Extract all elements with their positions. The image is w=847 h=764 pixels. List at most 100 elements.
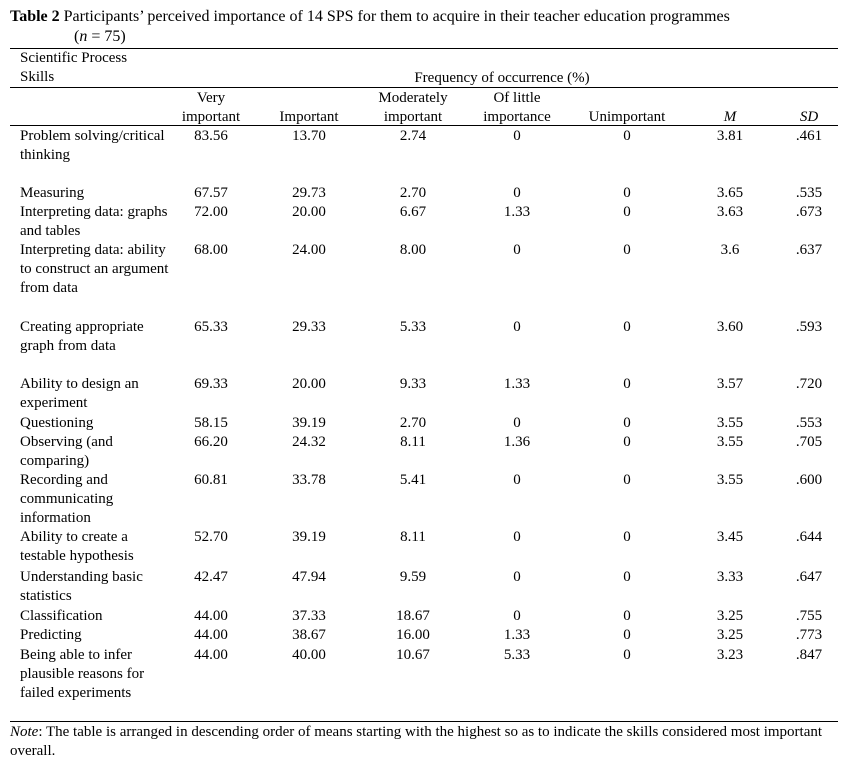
note-text: : The table is arranged in descending or… bbox=[10, 724, 823, 759]
column-header-mean: M bbox=[723, 109, 737, 125]
imp-cell: 33.78 bbox=[292, 472, 326, 488]
m-cell: 3.55 bbox=[716, 415, 744, 431]
column-header-of-little-importance: Of little importance bbox=[483, 90, 551, 125]
m-cell: 3.25 bbox=[716, 608, 744, 624]
m-cell: 3.55 bbox=[716, 472, 744, 488]
unimp-cell: 0 bbox=[623, 529, 631, 545]
column-header-moderately-important: Moderately important bbox=[378, 90, 448, 125]
mod-cell: 9.59 bbox=[399, 569, 427, 585]
m-cell: 3.25 bbox=[716, 627, 744, 643]
sd-cell: .773 bbox=[795, 627, 823, 643]
skill-cell: Being able to infer plausible reasons fo… bbox=[20, 647, 145, 701]
sd-cell: .461 bbox=[795, 128, 823, 144]
unimp-cell: 0 bbox=[623, 204, 631, 220]
table-note: Note: The table is arranged in descendin… bbox=[10, 723, 842, 761]
note-label: Note bbox=[10, 724, 39, 740]
skill-cell: Interpreting data: graphs and tables bbox=[20, 204, 168, 239]
caption-text: Participants’ perceived importance of 14… bbox=[59, 8, 730, 25]
little-cell: 1.36 bbox=[503, 434, 531, 450]
little-cell: 0 bbox=[513, 415, 521, 431]
top-rule bbox=[10, 48, 838, 49]
mod-cell: 8.00 bbox=[399, 242, 427, 258]
mod-cell: 8.11 bbox=[400, 529, 426, 545]
imp-cell: 20.00 bbox=[292, 376, 326, 392]
unimp-cell: 0 bbox=[623, 472, 631, 488]
mod-cell: 6.67 bbox=[399, 204, 427, 220]
skill-cell: Predicting bbox=[20, 627, 82, 643]
imp-cell: 13.70 bbox=[292, 128, 326, 144]
mod-cell: 8.11 bbox=[400, 434, 426, 450]
little-cell: 1.33 bbox=[503, 376, 531, 392]
very-cell: 44.00 bbox=[194, 627, 228, 643]
very-cell: 52.70 bbox=[194, 529, 228, 545]
sd-cell: .647 bbox=[795, 569, 823, 585]
sd-cell: .600 bbox=[795, 472, 823, 488]
little-cell: 0 bbox=[513, 529, 521, 545]
very-cell: 72.00 bbox=[194, 204, 228, 220]
unimp-cell: 0 bbox=[623, 569, 631, 585]
unimp-cell: 0 bbox=[623, 185, 631, 201]
skill-cell: Creating appropriate graph from data bbox=[20, 319, 144, 354]
mod-cell: 2.74 bbox=[399, 128, 427, 144]
sd-cell: .553 bbox=[795, 415, 823, 431]
skills-column-header: Scientific Process Skills bbox=[20, 50, 128, 85]
sample-size: (n = 75) bbox=[74, 28, 126, 45]
frequency-header: Frequency of occurrence (%) bbox=[414, 70, 590, 86]
table-caption: Table 2 Participants’ perceived importan… bbox=[10, 7, 840, 45]
unimp-cell: 0 bbox=[623, 242, 631, 258]
skill-cell: Interpreting data: ability to construct … bbox=[20, 242, 169, 296]
column-header-unimportant: Unimportant bbox=[588, 109, 666, 125]
unimp-cell: 0 bbox=[623, 376, 631, 392]
skill-cell: Measuring bbox=[20, 185, 85, 201]
m-cell: 3.45 bbox=[716, 529, 744, 545]
sd-cell: .705 bbox=[795, 434, 823, 450]
skill-cell: Ability to create a testable hypothesis bbox=[20, 529, 134, 564]
mod-cell: 2.70 bbox=[399, 185, 427, 201]
sd-cell: .637 bbox=[795, 242, 823, 258]
very-cell: 83.56 bbox=[194, 128, 228, 144]
imp-cell: 29.33 bbox=[292, 319, 326, 335]
sd-cell: .673 bbox=[795, 204, 823, 220]
m-cell: 3.81 bbox=[716, 128, 744, 144]
little-cell: 0 bbox=[513, 242, 521, 258]
unimp-cell: 0 bbox=[623, 647, 631, 663]
little-cell: 1.33 bbox=[503, 627, 531, 643]
skill-cell: Ability to design an experiment bbox=[20, 376, 139, 411]
skill-cell: Recording and communicating information bbox=[20, 472, 114, 526]
header-rule bbox=[10, 87, 838, 88]
unimp-cell: 0 bbox=[623, 434, 631, 450]
little-cell: 0 bbox=[513, 319, 521, 335]
very-cell: 68.00 bbox=[194, 242, 228, 258]
imp-cell: 37.33 bbox=[292, 608, 326, 624]
m-cell: 3.55 bbox=[716, 434, 744, 450]
very-cell: 58.15 bbox=[194, 415, 228, 431]
m-cell: 3.60 bbox=[716, 319, 744, 335]
skill-cell: Problem solving/critical thinking bbox=[20, 128, 165, 163]
little-cell: 0 bbox=[513, 472, 521, 488]
unimp-cell: 0 bbox=[623, 128, 631, 144]
skill-cell: Understanding basic statistics bbox=[20, 569, 143, 604]
very-cell: 44.00 bbox=[194, 647, 228, 663]
sd-cell: .755 bbox=[795, 608, 823, 624]
imp-cell: 47.94 bbox=[292, 569, 326, 585]
mod-cell: 18.67 bbox=[396, 608, 430, 624]
unimp-cell: 0 bbox=[623, 415, 631, 431]
unimp-cell: 0 bbox=[623, 319, 631, 335]
sd-cell: .847 bbox=[795, 647, 823, 663]
mod-cell: 16.00 bbox=[396, 627, 430, 643]
imp-cell: 20.00 bbox=[292, 204, 326, 220]
very-cell: 60.81 bbox=[194, 472, 228, 488]
sd-cell: .535 bbox=[795, 185, 823, 201]
little-cell: 1.33 bbox=[503, 204, 531, 220]
skill-cell: Observing (and comparing) bbox=[20, 434, 113, 469]
very-cell: 65.33 bbox=[194, 319, 228, 335]
sd-cell: .720 bbox=[795, 376, 823, 392]
m-cell: 3.57 bbox=[716, 376, 744, 392]
skill-cell: Classification bbox=[20, 608, 103, 624]
very-cell: 67.57 bbox=[194, 185, 228, 201]
sd-cell: .593 bbox=[795, 319, 823, 335]
imp-cell: 40.00 bbox=[292, 647, 326, 663]
little-cell: 5.33 bbox=[503, 647, 531, 663]
imp-cell: 39.19 bbox=[292, 415, 326, 431]
mod-cell: 10.67 bbox=[396, 647, 430, 663]
